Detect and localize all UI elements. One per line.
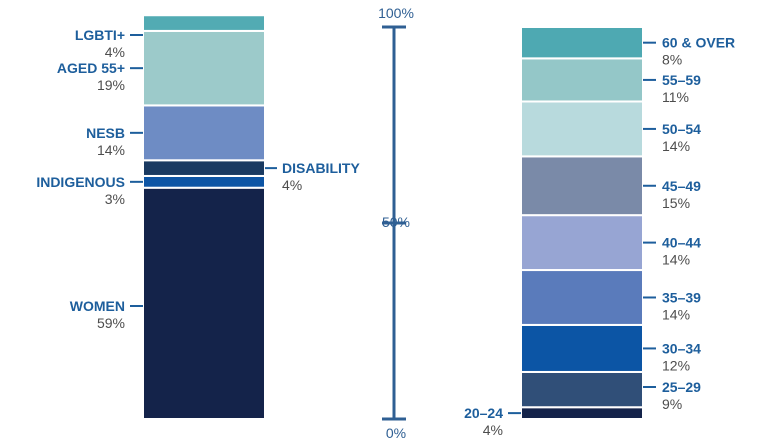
bar-segment-60-over bbox=[520, 26, 644, 60]
value-label-25-29: 9% bbox=[662, 396, 682, 412]
bar-segment-55-59 bbox=[520, 57, 644, 103]
bar-segment-50-54 bbox=[520, 100, 644, 158]
bar-segment-lgbti bbox=[142, 14, 266, 32]
tick-label-50: 50% bbox=[382, 214, 410, 230]
value-label-indigenous: 3% bbox=[105, 191, 125, 207]
value-label-nesb: 14% bbox=[97, 142, 125, 158]
category-label-lgbti: LGBTI+ bbox=[75, 27, 125, 43]
bar-segment-30-34 bbox=[520, 323, 644, 373]
category-label-55-59: 55–59 bbox=[662, 72, 701, 88]
value-label-aged-55: 19% bbox=[97, 77, 125, 93]
category-label-35-39: 35–39 bbox=[662, 289, 701, 305]
value-label-women: 59% bbox=[97, 315, 125, 331]
category-label-women: WOMEN bbox=[70, 298, 125, 314]
category-label-40-44: 40–44 bbox=[662, 235, 701, 251]
category-label-nesb: NESB bbox=[86, 125, 125, 141]
value-label-55-59: 11% bbox=[662, 89, 689, 105]
bar-segment-disability bbox=[142, 159, 266, 177]
value-label-35-39: 14% bbox=[662, 306, 690, 322]
category-label-20-24: 20–24 bbox=[464, 405, 503, 421]
category-label-50-54: 50–54 bbox=[662, 121, 701, 137]
value-label-disability: 4% bbox=[282, 177, 302, 193]
value-label-45-49: 15% bbox=[662, 195, 690, 211]
value-label-30-34: 12% bbox=[662, 357, 690, 373]
bar-segment-35-39 bbox=[520, 269, 644, 326]
category-label-45-49: 45–49 bbox=[662, 178, 701, 194]
bar-segment-indigenous bbox=[142, 174, 266, 189]
category-label-indigenous: INDIGENOUS bbox=[36, 174, 125, 190]
value-label-50-54: 14% bbox=[662, 138, 690, 154]
tick-label-0: 0% bbox=[386, 425, 406, 441]
bar-segment-nesb bbox=[142, 104, 266, 162]
category-label-disability: DISABILITY bbox=[282, 160, 360, 176]
value-label-40-44: 14% bbox=[662, 252, 690, 268]
category-label-30-34: 30–34 bbox=[662, 340, 701, 356]
value-label-60-over: 8% bbox=[662, 52, 682, 68]
bar-segment-aged-55 bbox=[142, 29, 266, 107]
bar-segment-25-29 bbox=[520, 370, 644, 409]
value-label-lgbti: 4% bbox=[105, 44, 125, 60]
category-label-60-over: 60 & OVER bbox=[662, 35, 735, 51]
category-label-aged-55: AGED 55+ bbox=[57, 60, 125, 76]
bar-segment-20-24 bbox=[520, 406, 644, 420]
value-label-20-24: 4% bbox=[483, 422, 503, 438]
category-label-25-29: 25–29 bbox=[662, 379, 701, 395]
tick-label-100: 100% bbox=[378, 5, 414, 21]
bar-segment-45-49 bbox=[520, 155, 644, 217]
bar-segment-40-44 bbox=[520, 214, 644, 272]
bar-segment-women bbox=[142, 186, 266, 420]
